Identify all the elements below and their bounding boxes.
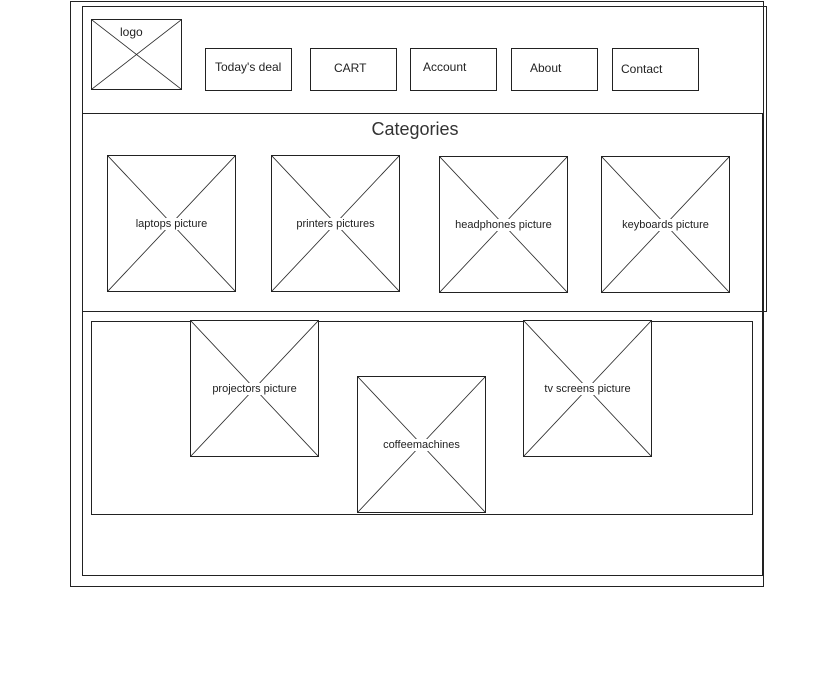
cart-button[interactable]: CART	[310, 48, 397, 91]
featured-label: tv screens picture	[543, 382, 632, 395]
featured-panel	[91, 321, 753, 515]
account-button[interactable]: Account	[410, 48, 497, 91]
category-keyboards[interactable]: keyboards picture	[601, 156, 730, 293]
logo-label: logo	[120, 25, 143, 39]
todays-deal-button[interactable]: Today's deal	[205, 48, 292, 91]
category-label: laptops picture	[134, 217, 209, 230]
category-printers[interactable]: printers pictures	[271, 155, 400, 292]
featured-label: projectors picture	[211, 382, 298, 395]
contact-button[interactable]: Contact	[612, 48, 699, 91]
content-frame	[82, 113, 763, 576]
categories-title: Categories	[371, 119, 459, 139]
contact-label: Contact	[621, 62, 663, 76]
account-label: Account	[423, 60, 467, 74]
category-laptops[interactable]: laptops picture	[107, 155, 236, 292]
about-button[interactable]: About	[511, 48, 598, 91]
featured-projectors[interactable]: projectors picture	[190, 320, 319, 457]
featured-label: coffeemachines	[382, 438, 461, 451]
outer-frame	[70, 1, 764, 587]
todays-deal-label: Today's deal	[215, 60, 282, 74]
category-label: headphones picture	[454, 218, 553, 231]
category-label: keyboards picture	[621, 218, 710, 231]
cart-label: CART	[334, 61, 367, 75]
featured-coffeemachines[interactable]: coffeemachines	[357, 376, 486, 513]
logo-image[interactable]: logo	[91, 19, 182, 90]
featured-tv-screens[interactable]: tv screens picture	[523, 320, 652, 457]
image-placeholder-icon	[92, 20, 181, 89]
category-headphones[interactable]: headphones picture	[439, 156, 568, 293]
about-label: About	[530, 61, 562, 75]
category-label: printers pictures	[295, 217, 376, 230]
